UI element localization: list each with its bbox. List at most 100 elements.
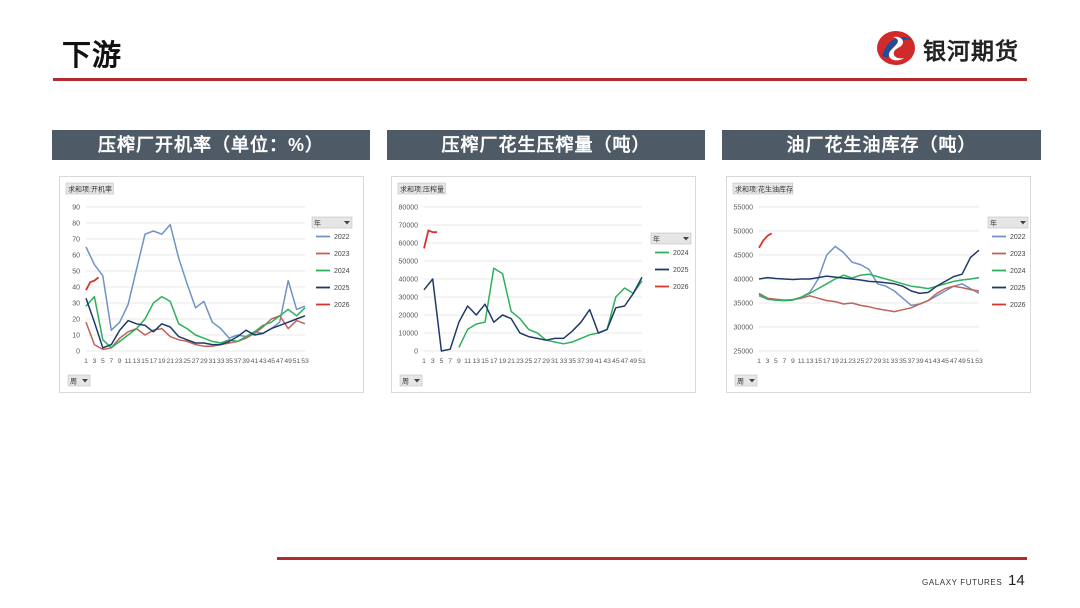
series-line-2026 [758,232,773,249]
x-tick-label: 17 [490,358,498,365]
page-title: 下游 [62,40,123,72]
x-tick-label: 37 [577,358,585,365]
top-rule [53,78,1027,81]
series-line-2025 [758,249,980,295]
legend-label-2024: 2024 [673,250,689,257]
dropdown-arrow-icon [683,237,689,241]
axis-field-button[interactable]: 周 [399,374,423,387]
series-line-2024 [85,295,306,349]
x-tick-label: 35 [899,358,907,365]
company-logo: 银河期货 [874,28,1034,68]
legend-label-2026: 2026 [673,284,689,291]
legend-filter-button[interactable]: 年 [987,216,1029,229]
axis-field-button-bg [734,374,758,387]
x-tick-label: 15 [814,358,822,365]
y-tick-label: 40000 [734,277,754,284]
legend-filter-button-bg [987,216,1029,229]
legend-label-2026: 2026 [1010,302,1026,309]
y-tick-label: 20000 [399,313,419,320]
field-tag-bg [732,182,794,195]
x-tick-label: 49 [284,358,292,365]
x-tick-label: 19 [831,358,839,365]
x-tick-label: 53 [301,358,309,365]
x-tick-label: 43 [259,358,267,365]
x-tick-label: 3 [431,358,435,365]
oil-inventory-chart-svg: 求和项:花生油库存 25000 30000 35000 40000 45000 50000 5… [732,182,1029,387]
x-tick-label: 5 [101,358,105,365]
y-tick-label: 40 [72,285,80,292]
field-tag[interactable]: 求和项:花生油库存 [732,182,794,195]
axis-field-button-bg [67,374,91,387]
axis-field-button-label: 周 [402,378,409,386]
x-tick-label: 3 [93,358,97,365]
legend-label-2023: 2023 [334,251,350,258]
y-tick-label: 25000 [734,349,754,356]
x-tick-label: 21 [166,358,174,365]
x-tick-label: 31 [209,358,217,365]
chart-operating-rate: 求和项:开机率 0 10 20 30 40 50 60 70 80 90 1 3 5 7 9 11 13 15 17 1… [59,176,364,393]
x-tick-label: 13 [133,358,141,365]
x-tick-label: 45 [612,358,620,365]
x-tick-label: 17 [823,358,831,365]
legend-label-2024: 2024 [1010,268,1026,275]
x-tick-label: 49 [629,358,637,365]
x-tick-label: 11 [798,358,805,365]
y-tick-label: 60000 [399,241,419,248]
x-tick-label: 27 [192,358,200,365]
x-tick-label: 19 [499,358,507,365]
series-line-2023 [85,315,306,351]
page-number: 14 [1008,572,1025,589]
x-tick-label: 39 [586,358,594,365]
y-tick-label: 60 [72,253,80,260]
dropdown-arrow-icon [749,379,755,383]
dropdown-arrow-icon [82,379,88,383]
axis-field-button[interactable]: 周 [67,374,91,387]
x-tick-label: 27 [865,358,873,365]
x-tick-label: 45 [268,358,276,365]
x-tick-label: 43 [603,358,611,365]
panel-header-operating-rate: 压榨厂开机率（单位：%） [52,130,370,160]
x-tick-label: 25 [857,358,865,365]
x-tick-label: 29 [874,358,882,365]
field-tag-bg [65,182,114,195]
x-tick-label: 41 [251,358,259,365]
field-tag-label: 求和项:花生油库存 [735,185,793,194]
x-tick-label: 33 [217,358,225,365]
field-tag[interactable]: 求和项:开机率 [65,182,114,195]
y-tick-label: 50000 [399,259,419,266]
x-tick-label: 47 [621,358,629,365]
dropdown-arrow-icon [1020,221,1026,225]
field-tag-bg [397,182,446,195]
x-tick-label: 53 [975,358,983,365]
dropdown-arrow-icon [414,379,420,383]
x-tick-label: 21 [840,358,848,365]
legend-label-2022: 2022 [334,234,350,241]
x-tick-label: 29 [200,358,208,365]
footer-brand: GALAXY FUTURES [922,578,1003,587]
legend: 年 2022 2023 2024 2025 2026 [311,216,353,309]
galaxy-logo-icon [877,31,915,65]
brand-name: 银河期货 [923,38,1019,64]
x-tick-label: 33 [560,358,568,365]
chart-oil-inventory: 求和项:花生油库存 25000 30000 35000 40000 45000 50000 5… [726,176,1031,393]
panel-header-oil-inventory: 油厂花生油库存（吨） [722,130,1041,160]
x-tick-label: 43 [933,358,941,365]
x-tick-label: 23 [848,358,856,365]
field-tag[interactable]: 求和项:压榨量 [397,182,446,195]
dropdown-arrow-icon [344,221,350,225]
legend-filter-button[interactable]: 年 [311,216,353,229]
legend-label-2025: 2025 [334,285,350,292]
x-tick-label: 7 [109,358,113,365]
axis-field-button-label: 周 [70,378,77,386]
x-tick-label: 1 [757,358,761,365]
series-line-2025 [423,276,643,352]
x-tick-label: 13 [806,358,814,365]
x-tick-label: 41 [595,358,603,365]
axis-field-button[interactable]: 周 [734,374,758,387]
x-tick-label: 35 [225,358,233,365]
x-tick-label: 37 [234,358,242,365]
legend-filter-button[interactable]: 年 [650,232,692,245]
legend: 年 2022 2023 2024 2025 2026 [987,216,1029,309]
y-tick-label: 80000 [399,205,419,212]
x-tick-label: 5 [774,358,778,365]
